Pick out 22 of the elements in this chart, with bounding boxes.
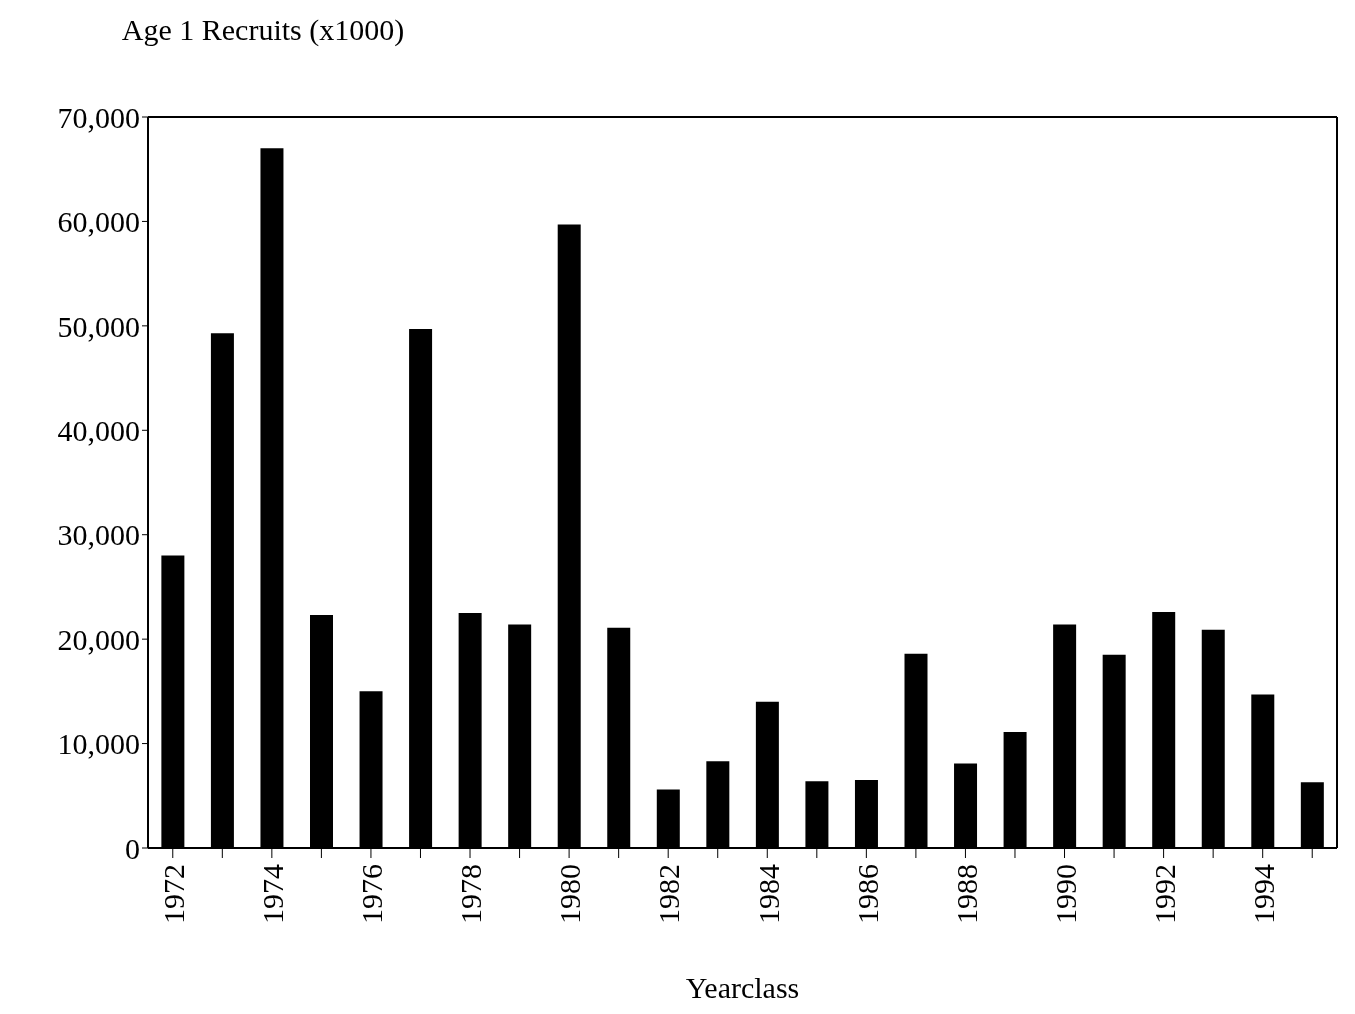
- x-axis-title: Yearclass: [685, 971, 800, 1004]
- x-tick-label: 1994: [1246, 864, 1280, 924]
- y-tick-label: 30,000: [57, 518, 140, 552]
- x-tick-label: 1988: [949, 864, 983, 924]
- x-tick-label: 1976: [355, 864, 389, 924]
- x-tick-label: 1974: [256, 864, 290, 924]
- x-tick-label: 1990: [1048, 864, 1082, 924]
- x-tick-label: 1982: [652, 864, 686, 924]
- x-tick-label: 1992: [1147, 864, 1181, 924]
- x-tick-label: 1986: [850, 864, 884, 924]
- y-tick-label: 60,000: [57, 205, 140, 239]
- y-tick-label: 20,000: [57, 622, 140, 656]
- x-tick-label: 1980: [553, 864, 587, 924]
- y-axis-title: Age 1 Recruits (x1000): [120, 12, 406, 48]
- y-tick-label: 0: [125, 831, 140, 865]
- x-tick-label: 1984: [751, 864, 785, 924]
- x-tick-label: 1978: [454, 864, 488, 924]
- y-tick-label: 10,000: [57, 727, 140, 761]
- x-tick-label: 1972: [157, 864, 191, 924]
- y-tick-label: 70,000: [57, 100, 140, 134]
- y-tick-label: 50,000: [57, 309, 140, 343]
- y-tick-label: 40,000: [57, 413, 140, 447]
